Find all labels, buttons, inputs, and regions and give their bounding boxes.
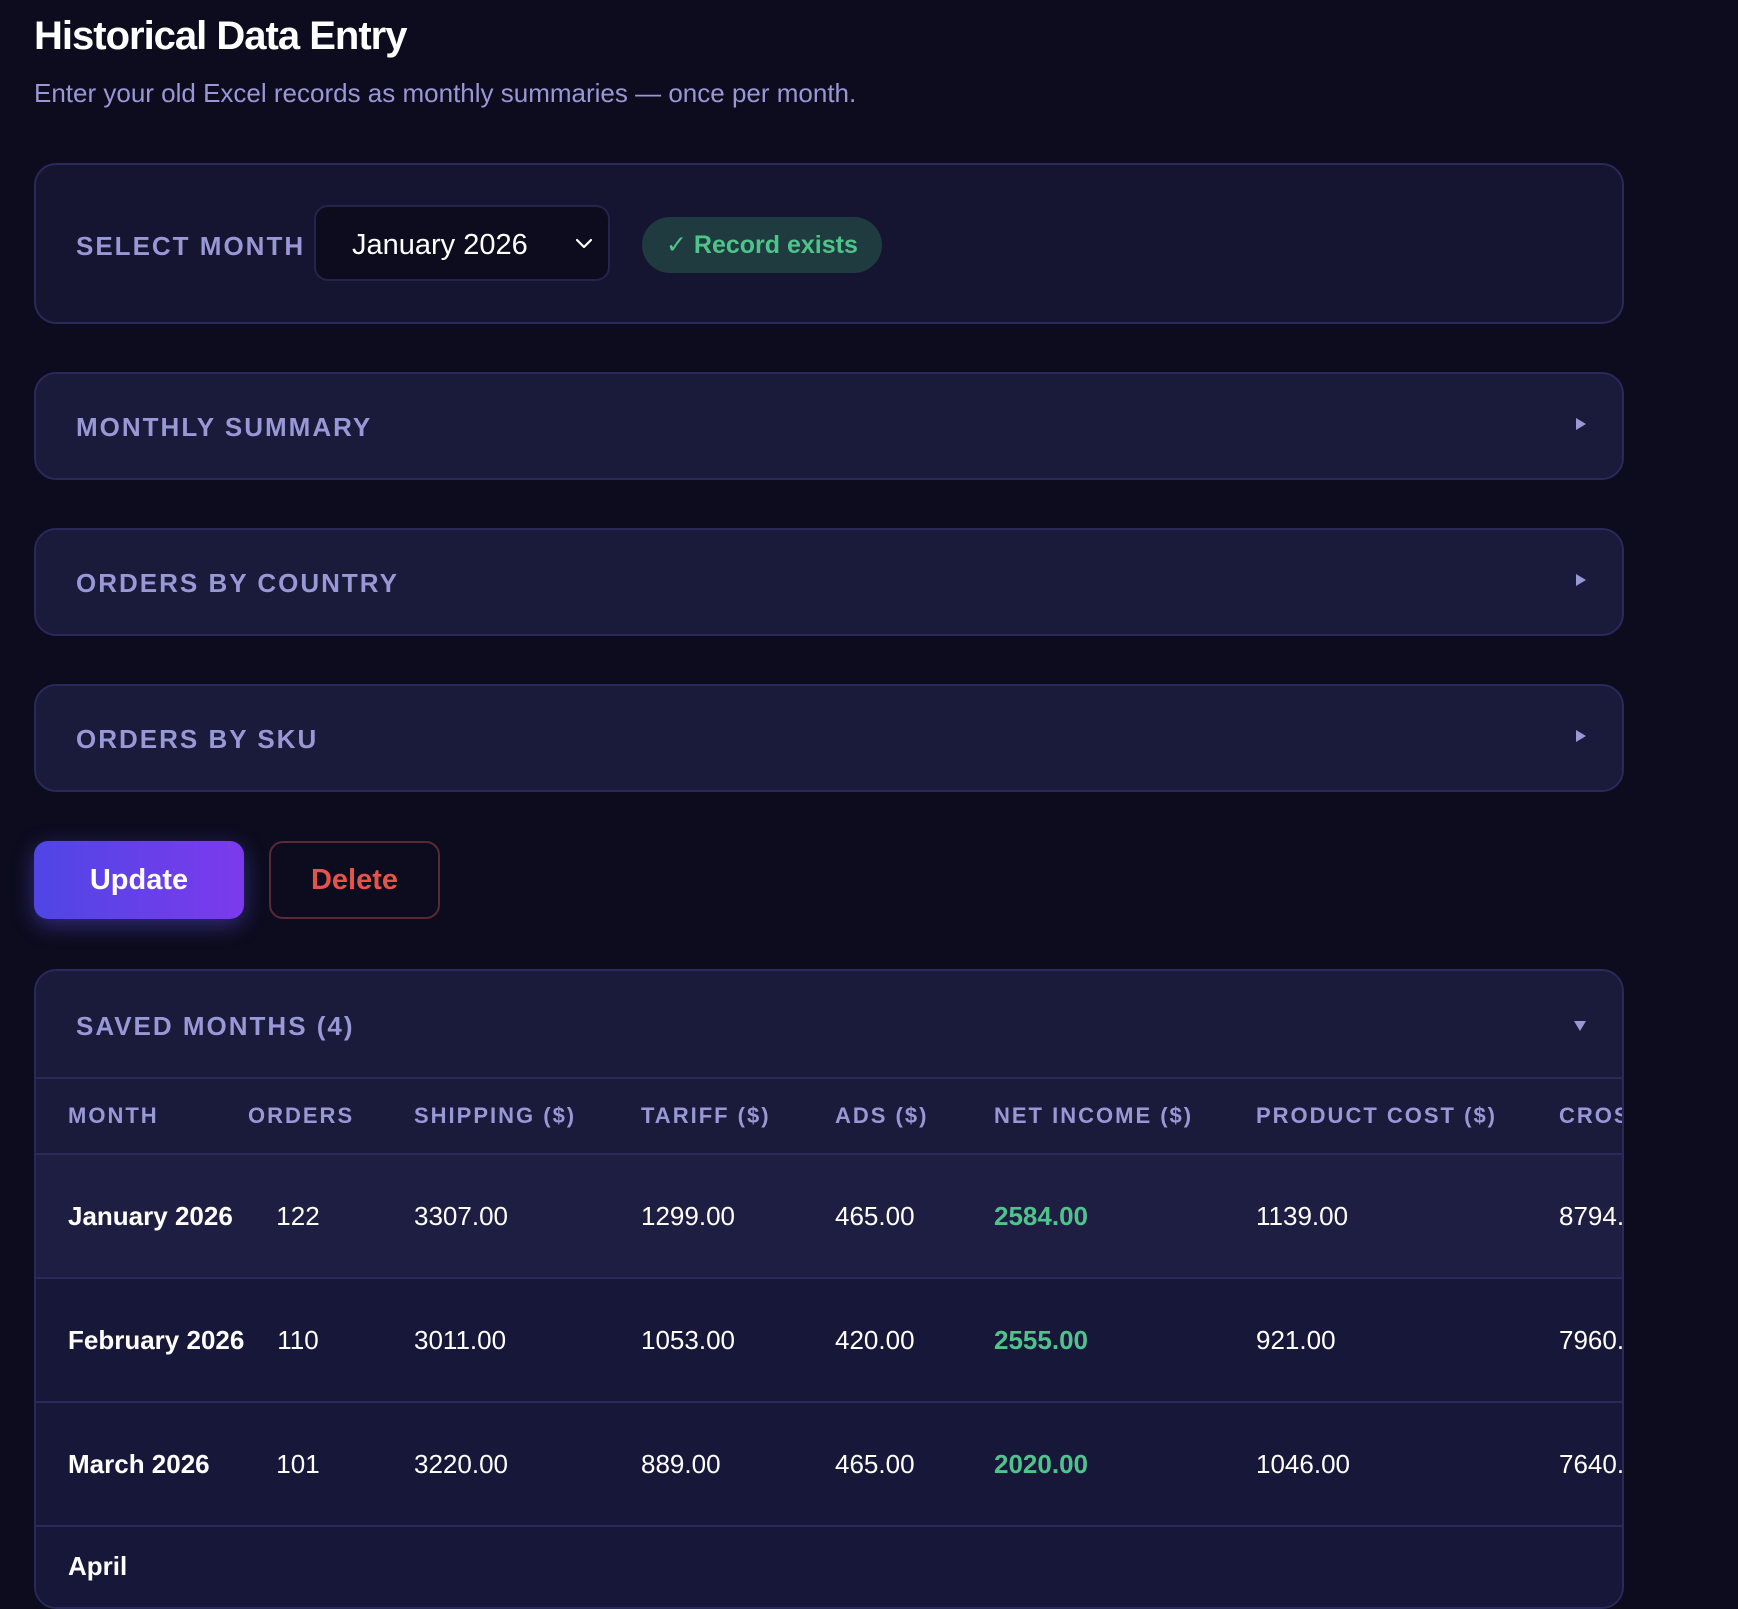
- saved-months-title: SAVED MONTHS (4): [76, 1011, 355, 1041]
- page-title: Historical Data Entry: [34, 14, 407, 58]
- section-orders-by-country[interactable]: ORDERS BY COUNTRY: [34, 528, 1624, 636]
- caret-down-icon: [1574, 1021, 1586, 1031]
- cell-orders: 110: [248, 1278, 414, 1403]
- cell-cros: [1559, 1526, 1622, 1607]
- saved-months-table-wrap[interactable]: MONTH ORDERS SHIPPING ($) TARIFF ($) ADS…: [36, 1077, 1622, 1607]
- column-header-tariff: TARIFF ($): [641, 1079, 835, 1155]
- table-row[interactable]: March 2026 101 3220.00 889.00 465.00 202…: [36, 1402, 1622, 1527]
- caret-right-icon: [1576, 574, 1586, 586]
- cell-orders-value: 110: [277, 1324, 319, 1355]
- cell-orders: [248, 1526, 414, 1607]
- cell-shipping: 3307.00: [414, 1154, 641, 1279]
- column-header-ads: ADS ($): [835, 1079, 994, 1155]
- cell-ads: [835, 1526, 994, 1607]
- table-row[interactable]: January 2026 122 3307.00 1299.00 465.00 …: [36, 1154, 1622, 1279]
- cell-tariff: [641, 1526, 835, 1607]
- cell-tariff: 1299.00: [641, 1154, 835, 1279]
- column-header-product-cost: PRODUCT COST ($): [1256, 1079, 1559, 1155]
- column-header-orders: ORDERS: [248, 1079, 414, 1155]
- select-month-label: SELECT MONTH: [76, 231, 306, 261]
- chevron-down-icon: [575, 238, 593, 249]
- table-row[interactable]: April: [36, 1526, 1622, 1607]
- column-header-month: MONTH: [36, 1079, 248, 1155]
- saved-months-header[interactable]: SAVED MONTHS (4): [36, 971, 1622, 1077]
- table-row[interactable]: February 2026 110 3011.00 1053.00 420.00…: [36, 1278, 1622, 1403]
- cell-product-cost: 1046.00: [1256, 1402, 1559, 1527]
- cell-orders: 122: [248, 1154, 414, 1279]
- cell-orders: 101: [248, 1402, 414, 1527]
- saved-months-table: MONTH ORDERS SHIPPING ($) TARIFF ($) ADS…: [36, 1079, 1622, 1607]
- month-select-value: January 2026: [352, 229, 528, 261]
- column-header-net-income: NET INCOME ($): [994, 1079, 1256, 1155]
- cell-net-income: 2555.00: [994, 1278, 1256, 1403]
- section-monthly-summary[interactable]: MONTHLY SUMMARY: [34, 372, 1624, 480]
- cell-tariff: 1053.00: [641, 1278, 835, 1403]
- cell-net-income: 2584.00: [994, 1154, 1256, 1279]
- cell-product-cost: 1139.00: [1256, 1154, 1559, 1279]
- cell-orders-value: 122: [276, 1200, 320, 1231]
- saved-months-card: SAVED MONTHS (4) MONTH ORDERS SHIPPING (…: [34, 969, 1624, 1609]
- cell-product-cost: [1256, 1526, 1559, 1607]
- cell-product-cost: 921.00: [1256, 1278, 1559, 1403]
- caret-right-icon: [1576, 730, 1586, 742]
- section-orders-by-country-title: ORDERS BY COUNTRY: [76, 568, 399, 598]
- cell-month: March 2026: [36, 1402, 248, 1527]
- cell-ads: 420.00: [835, 1278, 994, 1403]
- cell-orders-value: 101: [276, 1448, 320, 1479]
- cell-ads: 465.00: [835, 1154, 994, 1279]
- cell-shipping: [414, 1526, 641, 1607]
- update-button[interactable]: Update: [34, 841, 244, 919]
- delete-button[interactable]: Delete: [269, 841, 440, 919]
- month-select[interactable]: January 2026: [314, 205, 610, 281]
- cell-ads: 465.00: [835, 1402, 994, 1527]
- cell-shipping: 3220.00: [414, 1402, 641, 1527]
- cell-net-income: 2020.00: [994, 1402, 1256, 1527]
- cell-month: February 2026: [36, 1278, 248, 1403]
- cell-net-income: [994, 1526, 1256, 1607]
- record-exists-badge: ✓ Record exists: [642, 217, 882, 273]
- cell-month: April: [36, 1526, 248, 1607]
- cell-cros: 8794.: [1559, 1154, 1622, 1279]
- cell-month: January 2026: [36, 1154, 248, 1279]
- section-orders-by-sku[interactable]: ORDERS BY SKU: [34, 684, 1624, 792]
- column-header-shipping: SHIPPING ($): [414, 1079, 641, 1155]
- caret-right-icon: [1576, 418, 1586, 430]
- table-header-row: MONTH ORDERS SHIPPING ($) TARIFF ($) ADS…: [36, 1079, 1622, 1155]
- cell-cros: 7640.: [1559, 1402, 1622, 1527]
- month-select-card: SELECT MONTH January 2026 ✓ Record exist…: [34, 163, 1624, 324]
- page-subtitle: Enter your old Excel records as monthly …: [34, 78, 857, 108]
- column-header-cros: CROS: [1559, 1079, 1622, 1155]
- cell-cros: 7960.: [1559, 1278, 1622, 1403]
- section-monthly-summary-title: MONTHLY SUMMARY: [76, 412, 373, 442]
- cell-shipping: 3011.00: [414, 1278, 641, 1403]
- cell-tariff: 889.00: [641, 1402, 835, 1527]
- section-orders-by-sku-title: ORDERS BY SKU: [76, 724, 319, 754]
